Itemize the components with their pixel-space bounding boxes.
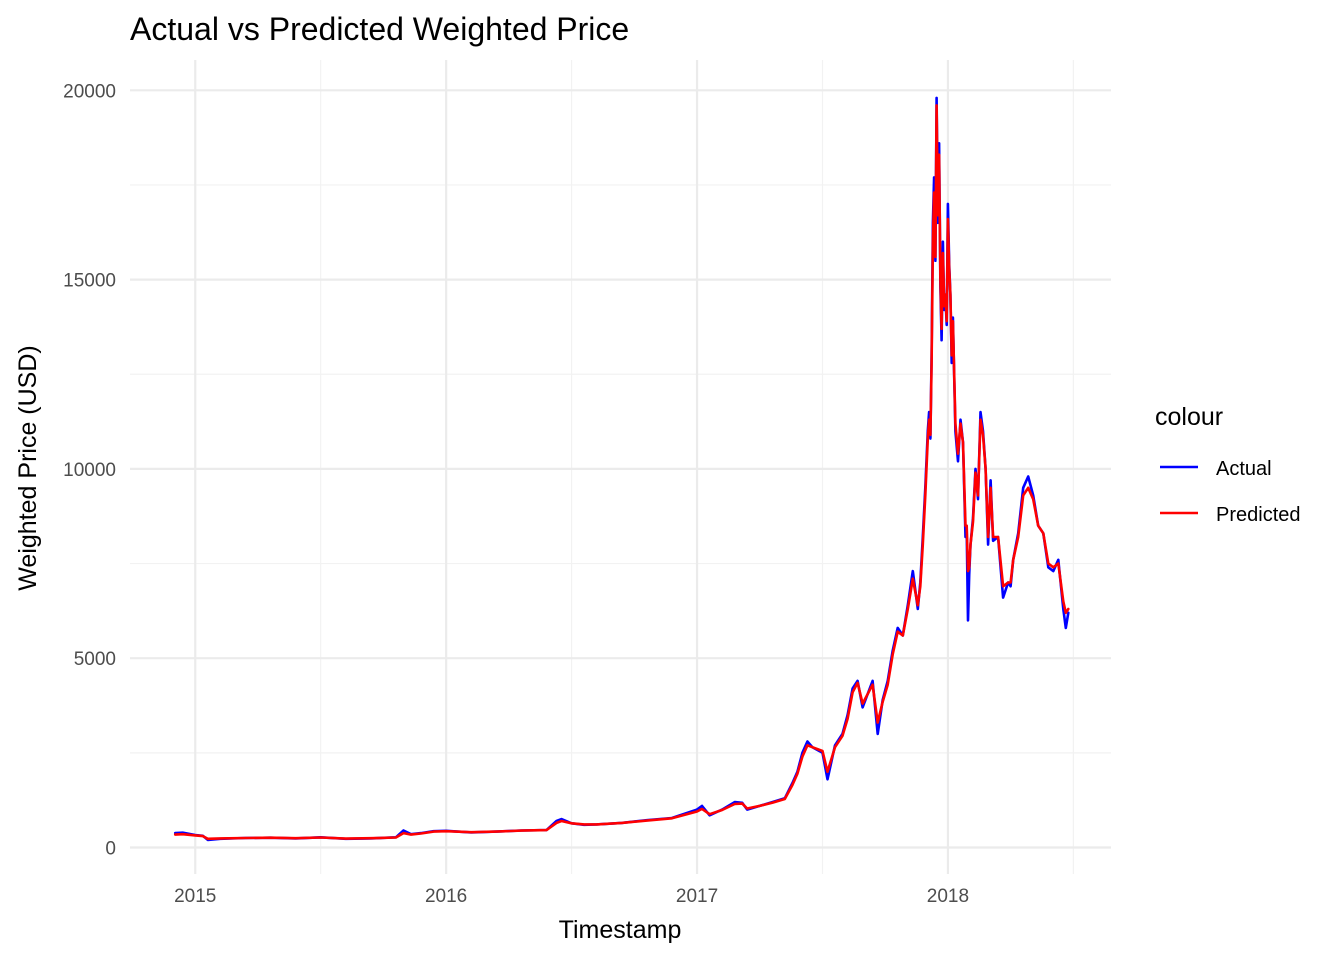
chart-title: Actual vs Predicted Weighted Price (130, 11, 629, 47)
y-axis-title: Weighted Price (USD) (14, 345, 42, 590)
legend-title: colour (1155, 403, 1223, 431)
y-tick-label: 0 (105, 838, 116, 859)
minor-gridlines (130, 60, 1111, 874)
major-gridlines (130, 60, 1111, 874)
y-tick-label: 15000 (63, 271, 116, 292)
y-tick-label: 5000 (74, 649, 116, 670)
series-line-predicted (173, 104, 1070, 841)
x-tick-label: 2016 (425, 886, 467, 907)
x-tick-label: 2017 (676, 886, 718, 907)
legend-label-actual: Actual (1216, 458, 1272, 480)
x-tick-label: 2018 (927, 886, 969, 907)
series-layer (173, 96, 1070, 842)
y-tick-label: 20000 (63, 81, 116, 102)
legend-label-predicted: Predicted (1216, 504, 1301, 526)
x-axis-title: Timestamp (559, 916, 682, 944)
x-axis-tick-labels: 2015 2016 2017 2018 (174, 886, 969, 907)
legend: colour Actual Predicted (1155, 403, 1301, 526)
x-tick-label: 2015 (174, 886, 216, 907)
y-tick-label: 10000 (63, 460, 116, 481)
y-axis-tick-labels: 0 5000 10000 15000 20000 (63, 81, 116, 859)
